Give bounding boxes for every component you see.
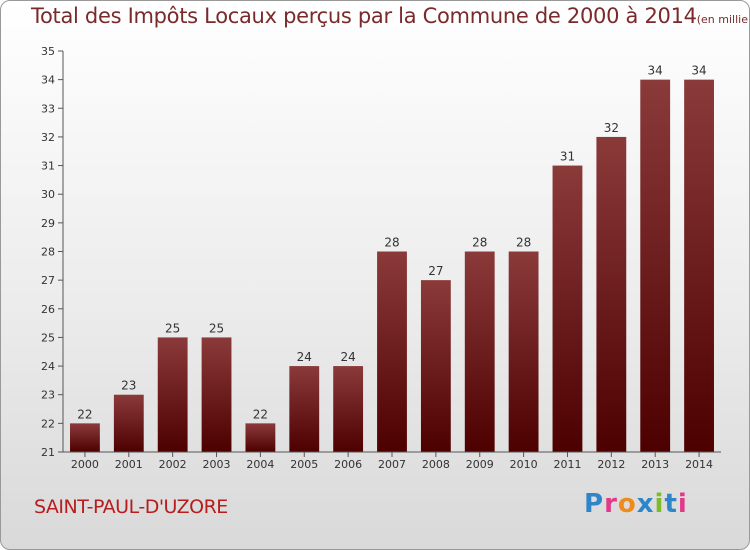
bar-2005 [289, 366, 320, 452]
bar-value-label: 25 [165, 321, 180, 335]
x-tick-label: 2014 [685, 458, 713, 471]
x-tick-label: 2002 [159, 458, 187, 471]
bar-value-label: 32 [604, 121, 619, 135]
x-tick-label: 2009 [466, 458, 494, 471]
proxiti-logo: Proxiti [584, 489, 688, 519]
bar-value-label: 28 [472, 236, 487, 250]
bar-value-label: 28 [384, 236, 399, 250]
bar-2009 [464, 251, 495, 452]
y-tick-label: 31 [41, 160, 55, 173]
bar-2003 [201, 337, 232, 452]
bar-value-label: 23 [121, 379, 136, 393]
x-axis: 2000 2001 2002 2003 2004 2005 2006 2007 2008 2009… [63, 451, 721, 471]
x-tick-label: 2003 [203, 458, 231, 471]
y-tick-label: 24 [41, 360, 55, 373]
bar-value-label: 31 [560, 150, 575, 164]
bars-group: 22 23 25 25 22 24 24 28 27 28 28 31 32 34 34 [70, 64, 714, 453]
bar-2014 [684, 79, 714, 453]
bar-value-label: 24 [340, 350, 355, 364]
x-tick-label: 2012 [597, 458, 625, 471]
bar-2013 [640, 79, 671, 453]
bar-value-label: 34 [648, 64, 663, 78]
y-tick-label: 33 [41, 102, 55, 115]
y-axis: 21 22 23 24 25 26 27 28 29 30 31 32 33 34 35 [41, 45, 64, 459]
chart-title-text: Total des Impôts Locaux perçus par la Co… [31, 4, 697, 28]
x-tick-label: 2005 [290, 458, 318, 471]
bar-value-label: 25 [209, 321, 224, 335]
y-tick-label: 26 [41, 303, 55, 316]
y-tick-label: 29 [41, 217, 55, 230]
bar-2008 [420, 280, 451, 452]
y-tick-label: 22 [41, 417, 55, 430]
bar-value-label: 28 [516, 236, 531, 250]
y-tick-label: 30 [41, 188, 55, 201]
x-tick-label: 2008 [422, 458, 450, 471]
bar-2004 [245, 423, 276, 452]
bar-2002 [157, 337, 188, 452]
bar-2007 [377, 251, 407, 452]
bar-value-label: 22 [77, 407, 92, 421]
bar-value-label: 27 [428, 264, 443, 278]
x-tick-label: 2004 [246, 458, 274, 471]
x-tick-label: 2001 [115, 458, 143, 471]
bar-2000 [70, 423, 100, 452]
y-tick-label: 32 [41, 131, 55, 144]
y-tick-label: 35 [41, 45, 55, 58]
bar-value-label: 24 [297, 350, 312, 364]
x-tick-label: 2006 [334, 458, 362, 471]
y-tick-label: 34 [41, 74, 55, 87]
y-tick-label: 23 [41, 389, 55, 402]
bar-2006 [333, 366, 364, 452]
x-tick-label: 2013 [641, 458, 669, 471]
y-tick-label: 27 [41, 274, 55, 287]
x-tick-label: 2000 [71, 458, 99, 471]
y-tick-label: 21 [41, 446, 55, 459]
commune-name: SAINT-PAUL-D'UZORE [34, 496, 228, 518]
y-tick-label: 25 [41, 331, 55, 344]
x-tick-label: 2010 [510, 458, 538, 471]
y-tick-label: 28 [41, 246, 55, 259]
bar-2010 [508, 251, 539, 452]
bar-value-label: 34 [691, 64, 706, 78]
chart-unit-label: (en milliers d'€) [696, 13, 749, 26]
x-tick-label: 2007 [378, 458, 406, 471]
bar-2011 [552, 165, 583, 453]
chart-title: Total des Impôts Locaux perçus par la Co… [31, 4, 749, 28]
bar-2001 [113, 394, 144, 452]
bar-2012 [596, 136, 627, 452]
bar-value-label: 22 [253, 407, 268, 421]
x-tick-label: 2011 [553, 458, 581, 471]
